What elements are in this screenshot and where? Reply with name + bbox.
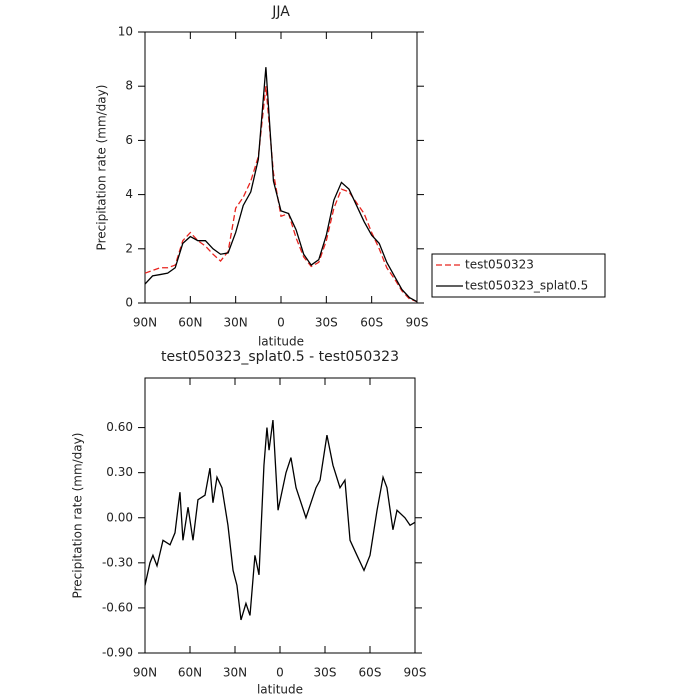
x-tick-label: 0 — [277, 316, 285, 330]
y-tick-label: 4 — [125, 187, 133, 201]
x-tick-label: 90S — [404, 666, 427, 680]
chart-title: JJA — [271, 4, 290, 20]
y-tick-label: 10 — [118, 25, 133, 39]
x-tick-label: 30N — [224, 316, 248, 330]
legend-label: test050323 — [465, 258, 534, 272]
x-tick-label: 30S — [315, 316, 338, 330]
x-tick-label: 90S — [406, 316, 429, 330]
panel: JJA latitude Precipitation rate (mm/day) 90… — [95, 4, 606, 349]
data-line — [144, 86, 418, 303]
y-tick-label: 8 — [125, 79, 133, 93]
x-tick-label: 30N — [223, 666, 247, 680]
y-axis-label: Precipitation rate (mm/day) — [95, 85, 109, 251]
x-axis-label: latitude — [258, 335, 304, 349]
x-tick-label: 90N — [133, 316, 157, 330]
y-axis-label: Precipitation rate (mm/day) — [71, 433, 85, 599]
legend-box — [431, 253, 606, 298]
x-tick-label: 30S — [314, 666, 337, 680]
y-tick-label: 0.30 — [106, 465, 133, 479]
x-tick-label: 60N — [178, 666, 202, 680]
y-tick-label: -0.90 — [102, 646, 133, 660]
chart-title: test050323_splat0.5 - test050323 — [161, 349, 399, 365]
x-tick-label: 0 — [276, 666, 284, 680]
y-tick-label: -0.30 — [102, 555, 133, 569]
data-line — [144, 419, 416, 621]
plot-frame — [144, 31, 418, 304]
y-tick-label: 0.00 — [106, 510, 133, 524]
panel: test050323_splat0.5 - test050323 latitude… — [71, 349, 427, 697]
y-tick-label: 6 — [125, 133, 133, 147]
x-tick-label: 60S — [360, 316, 383, 330]
y-tick-label: 0.60 — [106, 420, 133, 434]
x-tick-label: 60S — [359, 666, 382, 680]
x-axis-label: latitude — [257, 683, 303, 697]
y-tick-label: -0.60 — [102, 600, 133, 614]
y-tick-label: 2 — [125, 241, 133, 255]
x-tick-label: 60N — [178, 316, 202, 330]
y-tick-label: 0 — [125, 296, 133, 310]
data-line — [144, 67, 418, 303]
legend-label: test050323_splat0.5 — [465, 279, 588, 293]
plot-frame — [144, 377, 416, 654]
x-tick-label: 90N — [133, 666, 157, 680]
